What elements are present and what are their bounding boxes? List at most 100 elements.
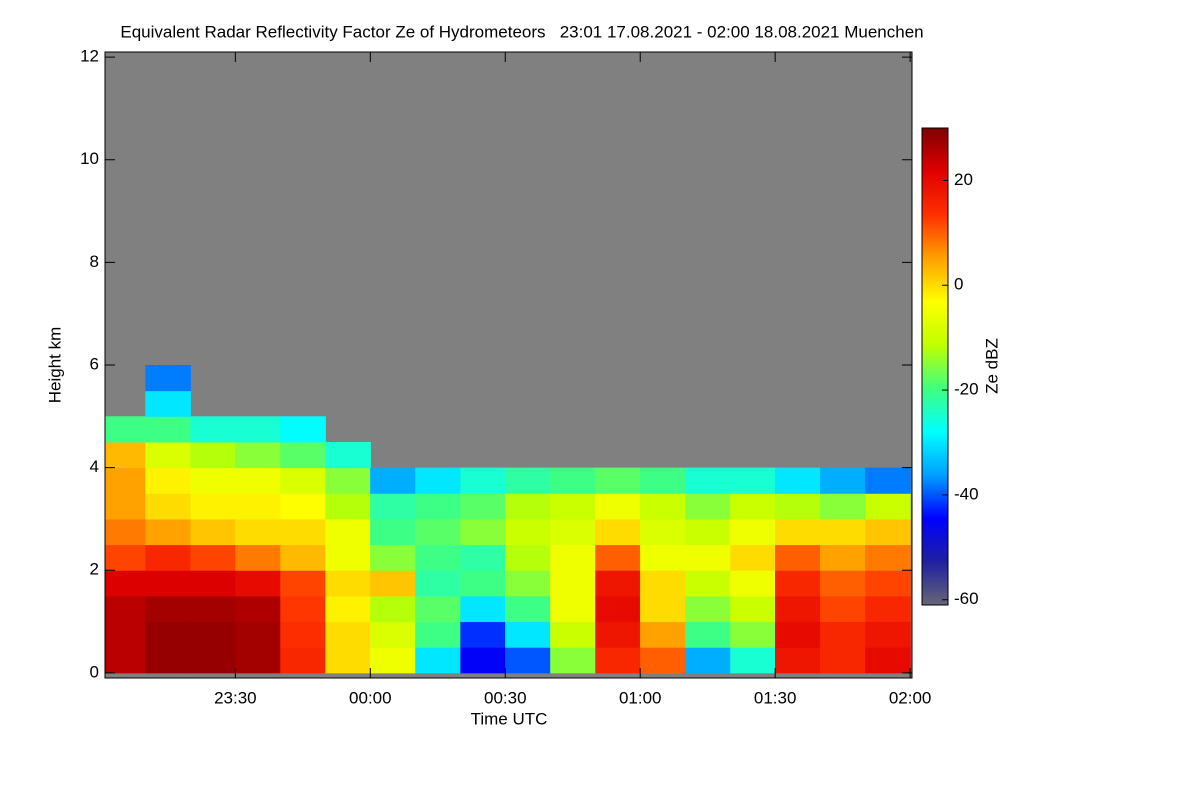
heatmap-cell: [105, 544, 146, 571]
heatmap-cell: [595, 595, 641, 623]
heatmap-cell: [370, 595, 416, 623]
heatmap-cell: [865, 493, 911, 520]
colorbar-tick-label: 0: [954, 275, 963, 294]
x-tick-label: 01:00: [619, 688, 662, 707]
heatmap-cell: [370, 621, 416, 648]
heatmap-cell: [190, 570, 236, 597]
heatmap-cell: [370, 493, 416, 520]
heatmap-cell: [280, 518, 326, 546]
heatmap-cell: [235, 647, 281, 674]
heatmap-cell: [730, 467, 776, 494]
heatmap-cell: [190, 493, 236, 520]
heatmap-cell: [820, 570, 866, 597]
heatmap-cell: [235, 621, 281, 648]
heatmap-cell: [460, 595, 506, 623]
colorbar-tick-label: -40: [954, 484, 979, 503]
heatmap-cell: [415, 595, 461, 623]
heatmap-cell: [550, 493, 596, 520]
heatmap-cell: [105, 493, 146, 520]
heatmap-cell: [775, 621, 821, 648]
heatmap-cell: [685, 544, 731, 571]
heatmap-cell: [235, 416, 281, 443]
heatmap-cell: [595, 647, 641, 674]
heatmap-cell: [640, 595, 686, 623]
heatmap-cell: [460, 570, 506, 597]
heatmap-cell: [280, 467, 326, 494]
heatmap-cell: [325, 570, 371, 597]
heatmap-cell: [280, 493, 326, 520]
heatmap-cell: [550, 621, 596, 648]
heatmap-cell: [145, 441, 191, 469]
heatmap-cell: [730, 621, 776, 648]
heatmap-cell: [820, 647, 866, 674]
heatmap-cell: [145, 595, 191, 623]
heatmap-cell: [145, 416, 191, 443]
heatmap-cell: [865, 467, 911, 494]
heatmap-cell: [190, 467, 236, 494]
heatmap-cell: [325, 441, 371, 469]
heatmap-cell: [415, 518, 461, 546]
heatmap-cell: [460, 647, 506, 674]
heatmap-cell: [550, 647, 596, 674]
chart-title: Equivalent Radar Reflectivity Factor Ze …: [120, 22, 923, 41]
colorbar-tick-label: 20: [954, 170, 973, 189]
heatmap-cell: [595, 570, 641, 597]
heatmap-cell: [550, 467, 596, 494]
heatmap-cell: [775, 595, 821, 623]
heatmap-cell: [640, 544, 686, 571]
heatmap-cell: [550, 518, 596, 546]
heatmap-cell: [325, 544, 371, 571]
heatmap-cell: [595, 544, 641, 571]
heatmap-cell: [145, 493, 191, 520]
heatmap-cell: [595, 493, 641, 520]
heatmap-cell: [190, 544, 236, 571]
heatmap-cell: [105, 621, 146, 648]
heatmap-cell: [640, 570, 686, 597]
heatmap-cell: [820, 621, 866, 648]
heatmap-cell: [105, 518, 146, 546]
heatmap-cell: [865, 544, 911, 571]
heatmap-cell: [460, 518, 506, 546]
colorbar: [921, 127, 949, 606]
heatmap-cell: [370, 647, 416, 674]
heatmap-cell: [775, 518, 821, 546]
y-axis-label: Height km: [45, 327, 64, 404]
heatmap-cell: [460, 621, 506, 648]
heatmap-cell: [415, 570, 461, 597]
heatmap-cell: [685, 518, 731, 546]
heatmap-cell: [730, 518, 776, 546]
y-tick-label: 0: [90, 662, 99, 681]
heatmap-cell: [415, 621, 461, 648]
heatmap-cell: [685, 621, 731, 648]
heatmap-cell: [505, 570, 551, 597]
heatmap-cell: [325, 467, 371, 494]
heatmap-cell: [640, 647, 686, 674]
heatmap-cell: [595, 467, 641, 494]
heatmap-cell: [190, 647, 236, 674]
heatmap-cell: [775, 544, 821, 571]
colorbar-tick-label: -20: [954, 380, 979, 399]
heatmap-cell: [865, 647, 911, 674]
x-tick-label: 00:30: [484, 688, 527, 707]
heatmap-cell: [280, 647, 326, 674]
heatmap-cell: [685, 493, 731, 520]
heatmap-cell: [865, 570, 911, 597]
heatmap-cell: [235, 518, 281, 546]
heatmap-cell: [235, 570, 281, 597]
heatmap-cell: [145, 544, 191, 571]
heatmap-cell: [505, 518, 551, 546]
heatmap-cell: [105, 416, 146, 443]
heatmap-cell: [105, 441, 146, 469]
heatmap-cell: [280, 595, 326, 623]
heatmap-cell: [145, 365, 191, 392]
heatmap-cell: [505, 467, 551, 494]
heatmap-cell: [235, 544, 281, 571]
colorbar-label: Ze dBZ: [982, 338, 1001, 394]
heatmap-cell: [235, 595, 281, 623]
heatmap-cell: [325, 595, 371, 623]
heatmap-cell: [550, 570, 596, 597]
heatmap-cell: [370, 518, 416, 546]
heatmap-cell: [685, 647, 731, 674]
heatmap-cell: [640, 493, 686, 520]
